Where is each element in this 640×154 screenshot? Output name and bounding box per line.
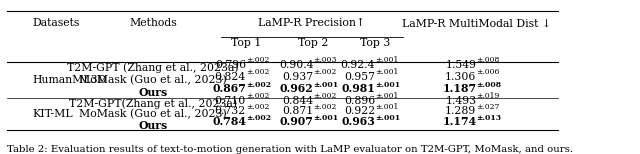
Text: ±.013: ±.013 [476,113,502,122]
Text: Methods: Methods [129,18,177,28]
Text: 1.306: 1.306 [445,72,476,82]
Text: Ours: Ours [138,87,168,98]
Text: T2M-GPT(Zhang et al., 2023a): T2M-GPT(Zhang et al., 2023a) [69,98,237,109]
Text: 1.174: 1.174 [442,116,476,127]
Text: ±.002: ±.002 [246,92,269,100]
Text: ±.019: ±.019 [476,92,500,100]
Text: 0.922: 0.922 [344,106,375,116]
Text: 0.867: 0.867 [212,83,246,94]
Text: ±.027: ±.027 [476,103,500,111]
Text: Table 2: Evaluation results of text-to-motion generation with LaMP evaluator on : Table 2: Evaluation results of text-to-m… [7,145,573,154]
Text: 1.549: 1.549 [445,60,476,70]
Text: HumanML3D: HumanML3D [32,75,107,85]
Text: 0.732: 0.732 [214,106,246,116]
Text: 0.824: 0.824 [214,72,246,82]
Text: KIT-ML: KIT-ML [32,109,73,119]
Text: ±.001: ±.001 [375,81,401,89]
Text: MoMask (Guo et al., 2023): MoMask (Guo et al., 2023) [79,109,227,120]
Text: 0.896: 0.896 [344,95,375,105]
Text: ±.006: ±.006 [476,69,500,77]
Text: ±.001: ±.001 [314,113,339,122]
Text: 0.871: 0.871 [282,106,314,116]
Text: T2M-GPT (Zhang et al., 2023a): T2M-GPT (Zhang et al., 2023a) [67,63,239,73]
Text: ±.001: ±.001 [375,113,401,122]
Text: ±.001: ±.001 [375,103,399,111]
Text: ±.001: ±.001 [375,92,399,100]
Text: ±.002: ±.002 [246,69,269,77]
Text: ±.002: ±.002 [314,103,337,111]
Text: ±.002: ±.002 [246,81,271,89]
Text: ±.003: ±.003 [314,56,337,64]
Text: 0.844: 0.844 [282,95,314,105]
Text: ±.001: ±.001 [375,69,399,77]
Text: Top 3: Top 3 [360,38,390,48]
Text: LaMP-R MultiModal Dist ↓: LaMP-R MultiModal Dist ↓ [402,18,551,28]
Text: 0.796: 0.796 [215,60,246,70]
Text: 0.92.4: 0.92.4 [340,60,375,70]
Text: Ours: Ours [138,120,168,131]
Text: 0.907: 0.907 [280,116,314,127]
Text: Top 1: Top 1 [231,38,261,48]
Text: LaMP-R Precision↑: LaMP-R Precision↑ [258,18,365,28]
Text: 0.784: 0.784 [212,116,246,127]
Text: 1.187: 1.187 [442,83,476,94]
Text: 0.937: 0.937 [282,72,314,82]
Text: 1.289: 1.289 [445,106,476,116]
Text: MoMask (Guo et al., 2023): MoMask (Guo et al., 2023) [79,75,227,85]
Text: ±.008: ±.008 [476,56,500,64]
Text: ±.008: ±.008 [476,81,501,89]
Text: 0.90.4: 0.90.4 [279,60,314,70]
Text: ±.001: ±.001 [375,56,399,64]
Text: 0.981: 0.981 [341,83,375,94]
Text: ±.002: ±.002 [246,113,271,122]
Text: 0.957: 0.957 [344,72,375,82]
Text: Top 2: Top 2 [298,38,328,48]
Text: 0.963: 0.963 [341,116,375,127]
Text: ±.001: ±.001 [314,81,339,89]
Text: ±.002: ±.002 [246,56,269,64]
Text: ±.002: ±.002 [314,69,337,77]
Text: ±.002: ±.002 [246,103,269,111]
Text: 0.962: 0.962 [280,83,314,94]
Text: 0.710: 0.710 [214,95,246,105]
Text: 1.493: 1.493 [445,95,476,105]
Text: ±.002: ±.002 [314,92,337,100]
Text: Datasets: Datasets [32,18,80,28]
